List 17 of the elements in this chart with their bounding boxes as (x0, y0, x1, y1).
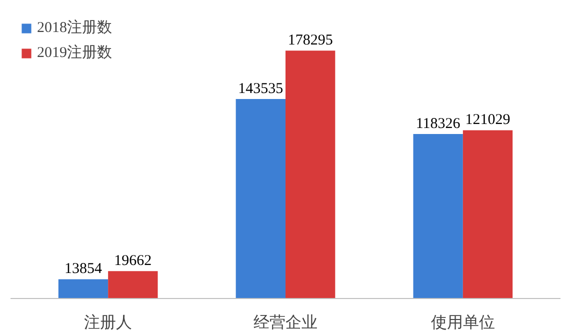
bar (462, 130, 513, 298)
bar (108, 271, 158, 298)
data-label: 143535 (238, 80, 284, 97)
bar (236, 98, 286, 298)
x-tick-label: 经营企业 (254, 314, 318, 332)
legend-label: 2018注册数 (37, 18, 112, 37)
bar (286, 50, 336, 298)
x-tick-label: 使用单位 (430, 314, 495, 332)
legend-label: 2019注册数 (37, 44, 112, 62)
data-label: 13854 (64, 261, 102, 278)
bar (58, 279, 108, 298)
data-label: 121029 (465, 112, 510, 128)
data-label: 178295 (288, 32, 333, 49)
data-label: 19662 (114, 253, 152, 270)
bar (413, 134, 463, 298)
x-tick-label: 注册人 (84, 314, 132, 332)
data-label: 118326 (416, 116, 461, 132)
